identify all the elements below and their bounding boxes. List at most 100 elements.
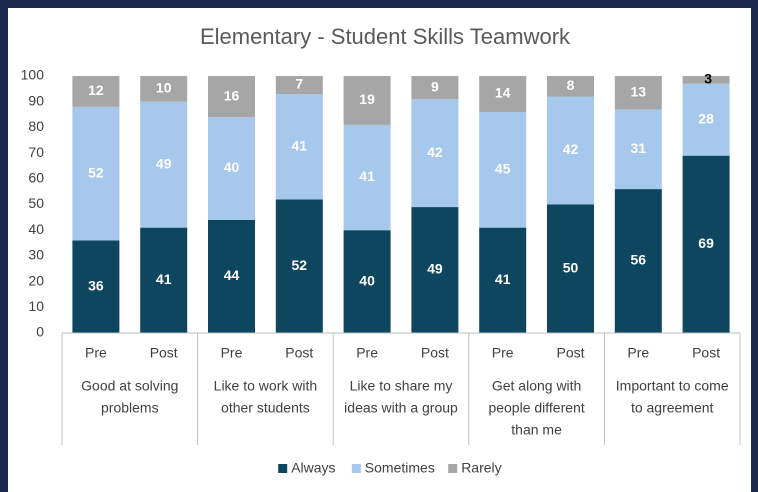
group-label: Important to come (616, 378, 729, 394)
chart-title: Elementary - Student Skills Teamwork (200, 24, 571, 49)
group-label: people different (488, 400, 584, 416)
y-tick-label: 20 (28, 272, 44, 288)
data-label: 42 (563, 141, 579, 157)
bar-segment (547, 204, 594, 333)
bar-segment (140, 101, 188, 228)
data-label: 44 (224, 267, 240, 283)
data-label: 19 (359, 91, 375, 107)
legend-label: Always (291, 460, 335, 476)
bar-segment (411, 207, 459, 333)
bar-segment (208, 219, 255, 333)
y-tick-label: 40 (28, 221, 44, 237)
bar-segment (614, 76, 662, 110)
bar-segment (479, 111, 527, 228)
data-label: 52 (292, 257, 308, 273)
bar-segment (275, 199, 323, 333)
group-label: Like to share my (350, 378, 453, 394)
bar-segment (140, 76, 188, 102)
bar-segment (343, 76, 391, 125)
group-label: problems (101, 400, 159, 416)
group-label: Like to work with (214, 378, 317, 394)
bar-segment (343, 230, 391, 333)
x-tick-label: Pre (627, 345, 649, 361)
x-tick-label: Post (150, 345, 178, 361)
x-tick-label: Pre (492, 345, 514, 361)
data-label: 7 (295, 76, 303, 92)
data-label: 14 (495, 85, 511, 101)
bar-segment (72, 76, 120, 107)
data-label: 56 (631, 252, 647, 268)
legend-swatch (351, 464, 361, 473)
group-label: other students (221, 400, 310, 416)
x-tick-label: Post (285, 345, 313, 361)
group-label: Get along with (492, 378, 582, 394)
data-label: 40 (224, 159, 240, 175)
group-label: than me (511, 422, 562, 438)
data-label: 13 (631, 83, 647, 99)
legend-swatch (448, 464, 458, 473)
bar-segment (682, 76, 730, 84)
y-tick-label: 60 (28, 170, 44, 186)
data-label: 45 (495, 161, 511, 177)
data-label: 10 (156, 80, 172, 96)
data-label: 50 (563, 259, 579, 275)
y-tick-label: 0 (36, 324, 44, 340)
data-label: 52 (88, 164, 104, 180)
bar-segment (72, 240, 120, 333)
group-label: ideas with a group (344, 400, 458, 416)
bar-segment (479, 76, 527, 112)
data-label: 69 (698, 235, 714, 251)
bar-segment (343, 124, 391, 231)
data-label: 41 (156, 271, 172, 287)
x-tick-label: Pre (356, 345, 378, 361)
bar-segment (547, 96, 594, 205)
data-label: 8 (567, 77, 575, 93)
data-label: 41 (359, 168, 375, 184)
data-label: 16 (224, 87, 240, 103)
data-label: 31 (631, 140, 647, 156)
y-tick-label: 90 (28, 92, 44, 108)
data-label: 41 (292, 137, 308, 153)
y-tick-label: 50 (28, 195, 44, 211)
legend-label: Sometimes (365, 460, 435, 476)
bar-segment (479, 227, 527, 333)
data-label: 28 (698, 110, 714, 126)
data-label: 40 (359, 272, 375, 288)
legend-label: Rarely (461, 460, 501, 476)
y-tick-label: 80 (28, 118, 44, 134)
bar-segment (547, 76, 594, 97)
x-tick-label: Post (421, 345, 449, 361)
bar-segment (411, 76, 459, 100)
frame-top (0, 0, 758, 8)
bar-segment (614, 109, 662, 190)
data-label: 36 (88, 277, 104, 293)
data-label: 42 (427, 144, 443, 160)
bar-segment (682, 83, 730, 156)
data-label: 12 (88, 82, 104, 98)
y-tick-label: 30 (28, 247, 44, 263)
bar-segment (411, 99, 459, 208)
bar-segment (140, 227, 188, 333)
group-label: to agreement (631, 400, 714, 416)
data-label: 41 (495, 271, 511, 287)
y-tick-label: 70 (28, 144, 44, 160)
bar-segment (682, 155, 730, 333)
y-tick-label: 10 (28, 298, 44, 314)
data-label: 49 (156, 155, 172, 171)
frame-right (751, 0, 758, 492)
frame-left (0, 0, 8, 492)
group-label: Good at solving (81, 378, 178, 394)
data-label: 9 (431, 78, 439, 94)
bar-segment (72, 106, 120, 241)
y-tick-label: 100 (21, 67, 45, 83)
bar-segment (208, 76, 255, 118)
data-label: 49 (427, 261, 443, 277)
legend-swatch (278, 464, 288, 473)
x-tick-label: Pre (85, 345, 107, 361)
bar-segment (275, 76, 323, 94)
bar-segment (614, 189, 662, 333)
bar-segment (275, 93, 323, 200)
x-tick-label: Post (692, 345, 720, 361)
data-label: 3 (704, 71, 712, 87)
